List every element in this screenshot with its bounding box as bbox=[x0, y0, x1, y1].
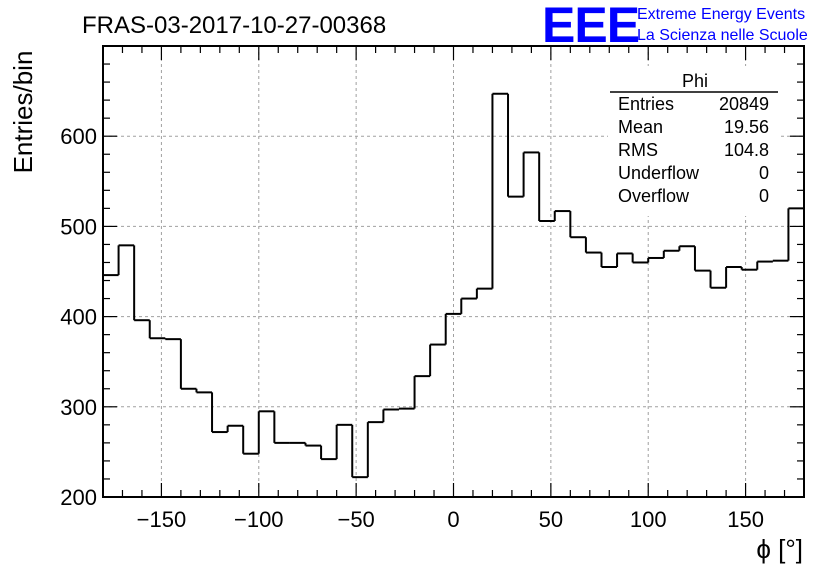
axis-ticks bbox=[102, 45, 805, 498]
logo-line-2: La Scienza nelle Scuole bbox=[637, 27, 808, 44]
x-tick-label: −150 bbox=[137, 507, 187, 532]
stats-value: 104.8 bbox=[724, 140, 769, 160]
plot-frame bbox=[102, 45, 805, 498]
logo-line-1: Extreme Energy Events bbox=[637, 6, 805, 23]
x-tick-label: 150 bbox=[727, 507, 764, 532]
y-tick-label: 300 bbox=[60, 395, 97, 420]
y-tick-label: 200 bbox=[60, 485, 97, 510]
y-axis-title: Entries/bin bbox=[8, 51, 38, 174]
tick-labels: −150 −100 −50 0 50 100 150 200 300 400 500 600 bbox=[60, 124, 764, 532]
histogram-series bbox=[103, 92, 804, 479]
stats-value: 0 bbox=[759, 186, 769, 206]
stats-label: Overflow bbox=[618, 186, 690, 206]
x-tick-label: −50 bbox=[337, 507, 374, 532]
stats-rows: Entries 20849 Mean 19.56 RMS 104.8 Underflow 0 O… bbox=[618, 94, 769, 206]
x-tick-label: 100 bbox=[630, 507, 667, 532]
stats-label: Underflow bbox=[618, 163, 700, 183]
stats-box: Phi Entries 20849 Mean 19.56 RMS 104.8 Underfl… bbox=[608, 66, 780, 216]
stats-label: Mean bbox=[618, 117, 663, 137]
stats-value: 19.56 bbox=[724, 117, 769, 137]
x-axis-title: ϕ [°] bbox=[756, 534, 803, 564]
stats-value: 20849 bbox=[719, 94, 769, 114]
y-tick-label: 500 bbox=[60, 214, 97, 239]
eee-logo: EEE Extreme Energy Events La Scienza nel… bbox=[542, 0, 808, 53]
x-tick-label: 0 bbox=[447, 507, 459, 532]
plot-title: FRAS-03-2017-10-27-00368 bbox=[82, 12, 386, 39]
eee-logo-mark: EEE bbox=[542, 0, 639, 53]
y-tick-label: 600 bbox=[60, 124, 97, 149]
y-tick-label: 400 bbox=[60, 305, 97, 330]
stats-label: RMS bbox=[618, 140, 658, 160]
stats-label: Entries bbox=[618, 94, 674, 114]
x-tick-label: 50 bbox=[539, 507, 563, 532]
x-tick-label: −100 bbox=[234, 507, 284, 532]
stats-box-background bbox=[608, 66, 780, 216]
stats-title: Phi bbox=[682, 71, 708, 91]
stats-value: 0 bbox=[759, 163, 769, 183]
